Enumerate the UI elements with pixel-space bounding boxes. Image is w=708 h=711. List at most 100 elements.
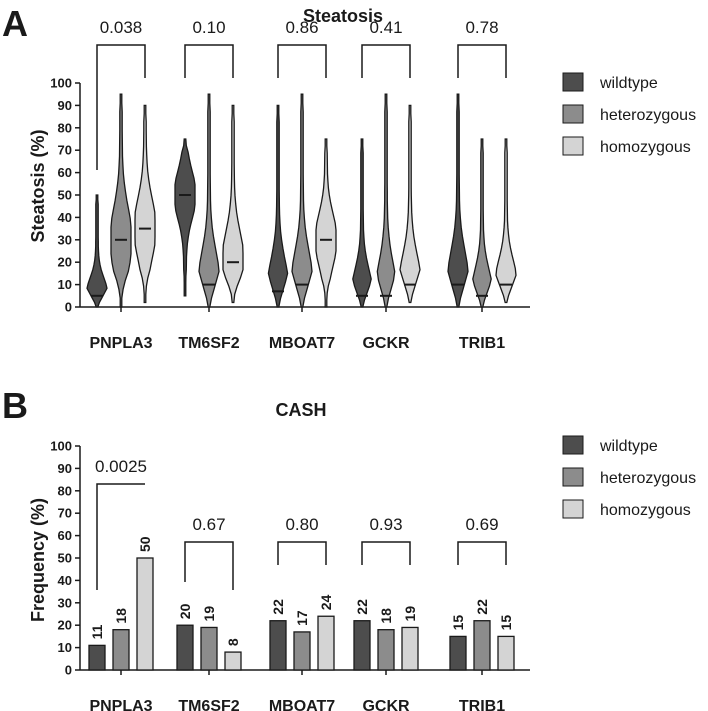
bar-heterozygous: [293, 631, 311, 671]
y-tick-label: 100: [50, 76, 72, 91]
violin-homozygous: [222, 104, 244, 304]
panel-letter-a: A: [2, 3, 28, 44]
y-tick-label: 100: [50, 439, 72, 454]
p-value-label: 0.67: [192, 515, 225, 534]
bar-wildtype: [176, 624, 194, 671]
bar-homozygous: [497, 635, 515, 671]
data-label: 20: [177, 603, 193, 619]
significance-bracket: [457, 541, 507, 565]
bar-heterozygous: [200, 626, 218, 671]
y-axis-label-b: Frequency (%): [28, 498, 48, 622]
x-tick-label: PNPLA3: [89, 698, 152, 711]
y-tick-label: 30: [58, 232, 72, 247]
violin-heterozygous: [110, 93, 132, 308]
data-label: 15: [450, 615, 466, 631]
data-label: 18: [113, 608, 129, 624]
x-tick-label: TRIB1: [459, 335, 505, 352]
data-label: 15: [498, 615, 514, 631]
bar-homozygous: [317, 615, 335, 671]
legend-label: homozygous: [600, 502, 691, 519]
data-label: 50: [137, 536, 153, 552]
legend-swatch: [562, 435, 584, 455]
y-tick-label: 80: [58, 120, 72, 135]
y-tick-label: 0: [65, 300, 72, 315]
p-value-label: 0.93: [369, 515, 402, 534]
x-tick-label: PNPLA3: [89, 335, 152, 352]
p-value-label: 0.038: [100, 18, 143, 37]
x-tick-label: TRIB1: [459, 698, 505, 711]
bar-heterozygous: [377, 629, 395, 671]
violin-heterozygous: [291, 93, 313, 308]
legend-label: wildtype: [599, 75, 658, 92]
legend-swatch: [562, 104, 584, 124]
legend-swatch: [562, 136, 584, 156]
p-value-label: 0.80: [285, 515, 318, 534]
chart-title-b: CASH: [275, 400, 326, 420]
legend-a: wildtype heterozygous homozygous: [562, 72, 696, 156]
p-value-label: 0.78: [465, 18, 498, 37]
significance-bracket: [361, 44, 411, 78]
x-tick-label: TM6SF2: [178, 698, 239, 711]
legend-swatch: [562, 467, 584, 487]
violin-wildtype: [267, 104, 289, 308]
p-value-label: 0.10: [192, 18, 225, 37]
bar-wildtype: [449, 635, 467, 671]
legend-swatch: [562, 499, 584, 519]
violin-heterozygous: [472, 138, 492, 308]
x-tick-label: MBOAT7: [269, 698, 335, 711]
data-label: 17: [294, 610, 310, 626]
bar-homozygous: [136, 557, 154, 671]
bar-wildtype: [88, 644, 106, 671]
bar-wildtype: [269, 620, 287, 671]
legend-label: heterozygous: [600, 107, 696, 124]
y-tick-label: 50: [58, 188, 72, 203]
significance-bracket: [361, 541, 411, 565]
y-tick-label: 40: [58, 573, 72, 588]
data-label: 22: [474, 599, 490, 615]
violin-heterozygous: [376, 93, 396, 308]
significance-bracket: [96, 44, 146, 170]
violin-wildtype: [174, 138, 196, 297]
violin-wildtype: [86, 194, 108, 308]
significance-bracket: [277, 44, 327, 78]
data-label: 8: [225, 638, 241, 646]
p-value-label: 0.0025: [95, 457, 147, 476]
y-axis-label-a: Steatosis (%): [28, 129, 48, 242]
significance-bracket: [184, 44, 234, 78]
bar-heterozygous: [112, 629, 130, 671]
legend-label: wildtype: [599, 438, 658, 455]
legend-swatch: [562, 72, 584, 92]
legend-label: homozygous: [600, 139, 691, 156]
x-tick-label: MBOAT7: [269, 335, 335, 352]
data-label: 22: [354, 599, 370, 615]
bar-homozygous: [224, 651, 242, 671]
violin-homozygous: [134, 104, 156, 304]
bar-plot-area: 0 10 20 30 40 50 60 70 80 90 100 PNPLA3 TM6SF2 MBOAT7…: [50, 439, 530, 711]
panel-letter-b: B: [2, 385, 28, 426]
violin-wildtype: [447, 93, 469, 308]
bar-wildtype: [353, 620, 371, 671]
violin-heterozygous: [198, 93, 220, 308]
violin-homozygous: [495, 138, 517, 304]
data-label: 22: [270, 599, 286, 615]
y-tick-label: 40: [58, 210, 72, 225]
violin-plot-area: 0 10 20 30 40 50 60 70 80 90 100 PNPLA3 TM6SF2 MBOAT7…: [50, 18, 530, 352]
data-label: 19: [402, 606, 418, 622]
y-tick-label: 70: [58, 143, 72, 158]
violin-homozygous: [399, 104, 421, 304]
y-tick-label: 90: [58, 461, 72, 476]
data-label: 24: [318, 594, 334, 610]
y-tick-label: 0: [65, 663, 72, 678]
y-tick-label: 20: [58, 618, 72, 633]
y-tick-label: 90: [58, 98, 72, 113]
y-tick-label: 70: [58, 506, 72, 521]
x-tick-label: GCKR: [362, 698, 410, 711]
x-tick-label: GCKR: [362, 335, 410, 352]
bar-homozygous: [401, 626, 419, 671]
significance-bracket: [184, 541, 234, 590]
y-tick-label: 80: [58, 483, 72, 498]
y-tick-label: 10: [58, 277, 72, 292]
data-label: 11: [89, 624, 105, 639]
data-label: 18: [378, 608, 394, 624]
